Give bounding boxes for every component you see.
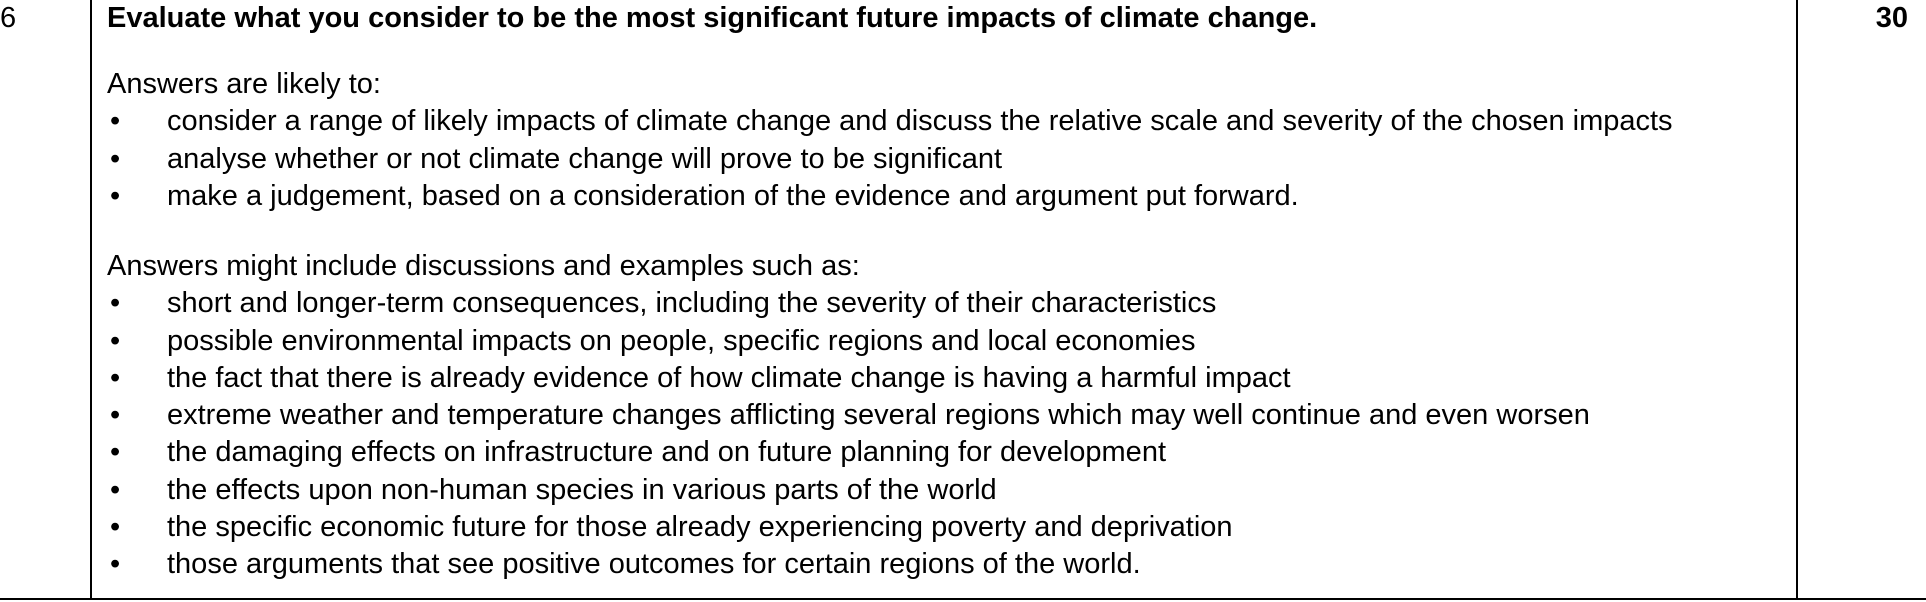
include-intro: Answers might include discussions and ex… (107, 250, 860, 282)
bullet-icon: • (110, 361, 121, 394)
list-item-text: the specific economic future for those a… (167, 511, 1233, 544)
list-item: • consider a range of likely impacts of c… (107, 103, 1673, 140)
question-number-cell: 6 (0, 0, 92, 598)
question-number: 6 (0, 2, 17, 34)
question-text: Evaluate what you consider to be the mos… (107, 2, 1318, 34)
likely-section: Answers are likely to: • consider a range… (107, 66, 1673, 215)
list-item: • make a judgement, based on a considerat… (107, 178, 1673, 215)
bullet-icon: • (110, 179, 121, 212)
list-item: • short and longer-term consequences, inc… (107, 285, 1590, 322)
list-item: • the damaging effects on infrastructure … (107, 434, 1590, 471)
list-item: • extreme weather and temperature changes… (107, 397, 1590, 434)
list-item: • analyse whether or not climate change w… (107, 141, 1673, 178)
list-item-text: the fact that there is already evidence … (167, 361, 1291, 394)
list-item-text: extreme weather and temperature changes … (167, 399, 1590, 432)
list-item-text: short and longer-term consequences, incl… (167, 287, 1217, 320)
list-item: • the specific economic future for those … (107, 509, 1590, 546)
bullet-icon: • (110, 473, 121, 506)
bullet-icon: • (110, 511, 121, 544)
list-item-text: make a judgement, based on a considerati… (167, 179, 1299, 212)
bullet-icon: • (110, 548, 121, 581)
list-item-text: the damaging effects on infrastructure a… (167, 436, 1166, 469)
list-item-text: analyse whether or not climate change wi… (167, 142, 1003, 175)
marks-value: 30 (1875, 2, 1908, 34)
list-item-text: consider a range of likely impacts of cl… (167, 105, 1673, 138)
bullet-icon: • (110, 436, 121, 469)
bullet-icon: • (110, 287, 121, 320)
include-section: Answers might include discussions and ex… (107, 248, 1590, 584)
list-item: • possible environmental impacts on peopl… (107, 323, 1590, 360)
list-item-text: those arguments that see positive outcom… (167, 548, 1141, 581)
likely-list: • consider a range of likely impacts of c… (107, 103, 1673, 215)
list-item: • the fact that there is already evidence… (107, 360, 1590, 397)
list-item: • the effects upon non-human species in v… (107, 472, 1590, 509)
bullet-icon: • (110, 399, 121, 432)
list-item-text: the effects upon non-human species in va… (167, 473, 997, 506)
list-item-text: possible environmental impacts on people… (167, 324, 1196, 357)
bullet-icon: • (110, 324, 121, 357)
list-item: • those arguments that see positive outco… (107, 546, 1590, 583)
bullet-icon: • (110, 105, 121, 138)
bullet-icon: • (110, 142, 121, 175)
marks-cell: 30 (1798, 0, 1926, 598)
likely-intro: Answers are likely to: (107, 68, 381, 100)
include-list: • short and longer-term consequences, inc… (107, 285, 1590, 583)
guidance-cell: Evaluate what you consider to be the mos… (92, 0, 1798, 598)
